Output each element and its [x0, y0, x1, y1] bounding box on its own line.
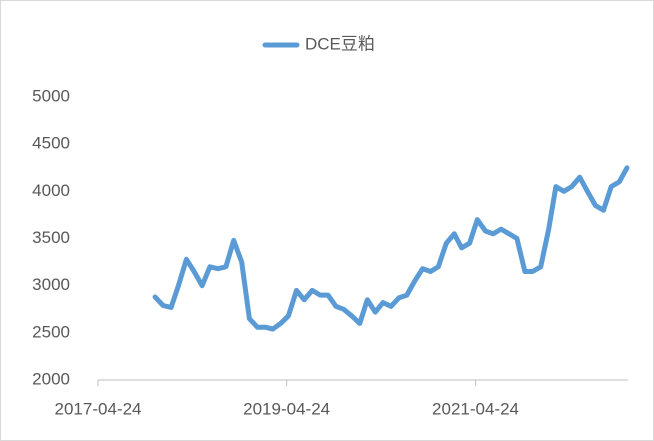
- x-tick-label: 2017-04-24: [55, 399, 142, 418]
- y-tick-label: 3000: [32, 275, 70, 294]
- y-tick-label: 5000: [32, 86, 70, 105]
- x-tick-label: 2021-04-24: [432, 399, 519, 418]
- y-tick-label: 2000: [32, 369, 70, 388]
- series-line: [152, 165, 630, 332]
- y-tick-label: 3500: [32, 228, 70, 247]
- y-tick-label: 2500: [32, 322, 70, 341]
- y-tick-label: 4000: [32, 181, 70, 200]
- legend-label: DCE豆粕: [305, 34, 375, 53]
- y-tick-label: 4500: [32, 134, 70, 153]
- x-tick-label: 2019-04-24: [243, 399, 330, 418]
